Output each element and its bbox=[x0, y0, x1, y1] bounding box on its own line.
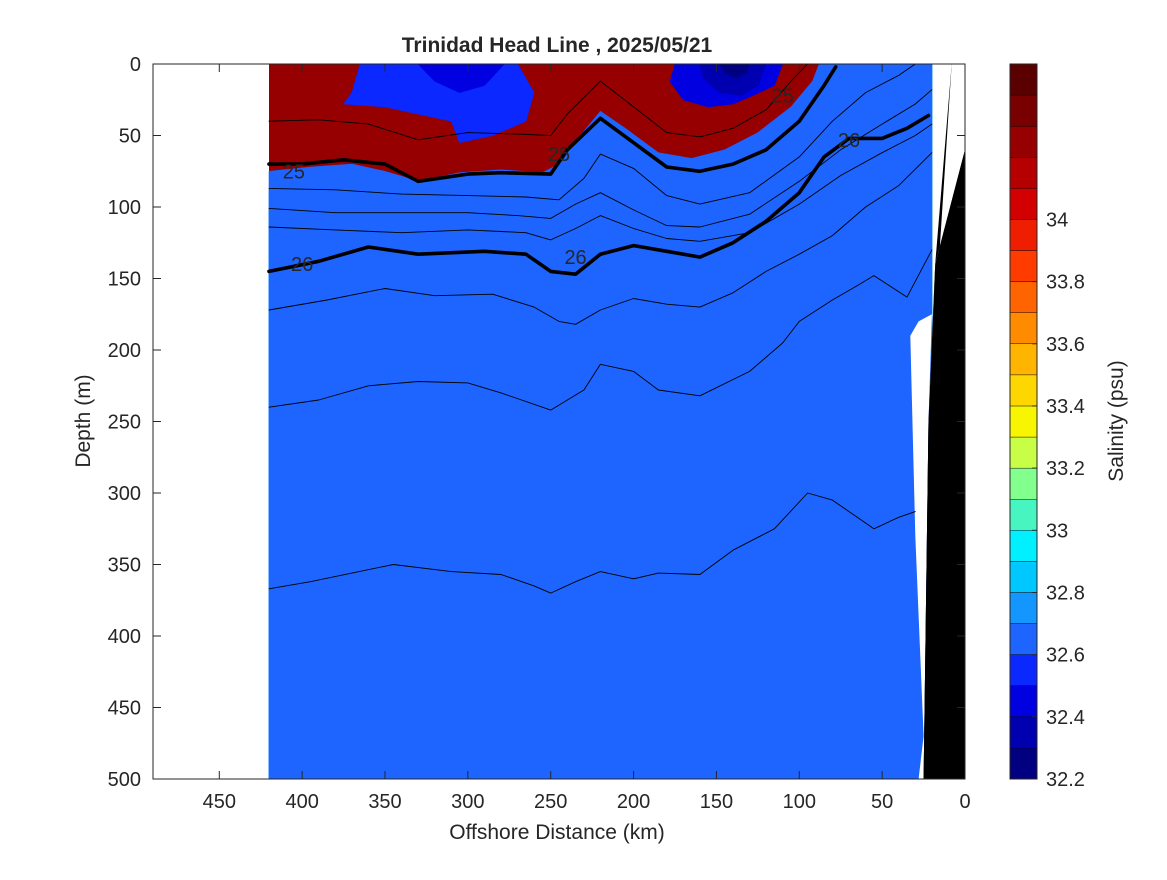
contour-label-4: 26 bbox=[564, 247, 586, 269]
colorbar-swatch-0 bbox=[1009, 747, 1038, 780]
colorbar-swatch-16 bbox=[1009, 250, 1038, 282]
colorbar-swatch-8 bbox=[1009, 499, 1038, 531]
colorbar: 32.2 32.4 32.6 32.8 33 33.2 33.4 33.6 33.8 34 bbox=[1009, 63, 1085, 791]
colorbar-swatch-1 bbox=[1009, 716, 1038, 749]
isopycnal-thin-7 bbox=[268, 249, 933, 411]
isopycnal-contours bbox=[267, 63, 933, 594]
colorbar-tick-label-33.6: 33.6 bbox=[1046, 334, 1085, 356]
isopycnal-thin-2 bbox=[268, 63, 809, 141]
y-axis: 0 50 100 150 200 250 300 350 400 450 500 bbox=[108, 54, 965, 791]
isopycnal-thin-3 bbox=[268, 63, 916, 205]
colorbar-swatch-5 bbox=[1009, 592, 1038, 624]
isopycnal-26 bbox=[267, 113, 931, 277]
isopycnal-25 bbox=[267, 65, 838, 184]
y-axis-label: Depth (m) bbox=[72, 374, 95, 467]
x-axis-label: Offshore Distance (km) bbox=[449, 821, 665, 844]
colorbar-swatch-10 bbox=[1009, 436, 1038, 469]
colorbar-tick-label-33.2: 33.2 bbox=[1046, 458, 1085, 480]
y-tick-label-0: 0 bbox=[130, 54, 141, 76]
colorbar-swatch-21 bbox=[1009, 94, 1038, 127]
nearshore-gap bbox=[910, 314, 932, 779]
contour-label-0: 25 bbox=[283, 161, 305, 183]
y-tick-label-200: 200 bbox=[108, 340, 141, 362]
isopycnal-thin-8 bbox=[268, 492, 916, 594]
colorbar-swatch-14 bbox=[1009, 312, 1038, 344]
contour-label-2: 25 bbox=[772, 85, 794, 107]
x-tick-label-400: 400 bbox=[285, 791, 318, 813]
colorbar-swatch-22 bbox=[1009, 63, 1038, 96]
colorbar-label: Salinity (psu) bbox=[1105, 360, 1128, 481]
y-tick-label-300: 300 bbox=[108, 483, 141, 505]
contour-label-1: 25 bbox=[548, 144, 570, 166]
colorbar-swatch-6 bbox=[1009, 561, 1038, 593]
bathymetry bbox=[910, 64, 965, 780]
x-tick-label-350: 350 bbox=[368, 791, 401, 813]
colorbar-swatch-11 bbox=[1009, 405, 1038, 438]
colorbar-swatch-7 bbox=[1009, 530, 1038, 562]
x-tick-label-450: 450 bbox=[203, 791, 236, 813]
colorbar-tick-label-32.6: 32.6 bbox=[1046, 645, 1085, 667]
y-tick-label-250: 250 bbox=[108, 412, 141, 434]
colorbar-swatch-4 bbox=[1009, 623, 1038, 655]
y-tick-label-450: 450 bbox=[108, 698, 141, 720]
y-tick-label-150: 150 bbox=[108, 269, 141, 291]
x-tick-label-0: 0 bbox=[959, 791, 970, 813]
colorbar-swatch-20 bbox=[1009, 125, 1038, 158]
y-tick-label-500: 500 bbox=[108, 769, 141, 791]
colorbar-swatch-13 bbox=[1009, 343, 1038, 376]
colorbar-swatch-18 bbox=[1009, 188, 1038, 220]
y-tick-label-100: 100 bbox=[108, 197, 141, 219]
colorbar-tick-label-33.8: 33.8 bbox=[1046, 272, 1085, 294]
colorbar-swatch-17 bbox=[1009, 219, 1038, 251]
colorbar-swatch-3 bbox=[1009, 654, 1038, 686]
isopycnal-thin-4 bbox=[268, 89, 933, 228]
isopycnal-thin-5 bbox=[268, 123, 933, 242]
y-tick-label-50: 50 bbox=[119, 126, 141, 148]
chart-title: Trinidad Head Line , 2025/05/21 bbox=[402, 34, 713, 57]
colorbar-tick-label-32.8: 32.8 bbox=[1046, 582, 1085, 604]
x-tick-label-100: 100 bbox=[783, 791, 816, 813]
x-tick-label-50: 50 bbox=[871, 791, 893, 813]
x-axis: 450 400 350 300 250 200 150 100 50 0 bbox=[203, 64, 971, 813]
colorbar-tick-label-33: 33 bbox=[1046, 520, 1068, 542]
colorbar-swatch-19 bbox=[1009, 157, 1038, 189]
colorbar-swatch-2 bbox=[1009, 685, 1038, 718]
isopycnal-thin-6 bbox=[268, 152, 933, 325]
coast-wedge bbox=[928, 64, 965, 422]
colorbar-tick-label-32.2: 32.2 bbox=[1046, 769, 1085, 791]
y-tick-label-350: 350 bbox=[108, 555, 141, 577]
colorbar-tick-label-34: 34 bbox=[1046, 209, 1068, 231]
x-tick-label-250: 250 bbox=[534, 791, 567, 813]
salinity-band-19 bbox=[268, 63, 933, 780]
colorbar-swatch-15 bbox=[1009, 281, 1038, 313]
seafloor-fill bbox=[923, 149, 965, 780]
contour-labels: 25 25 25 26 26 26 bbox=[283, 85, 860, 276]
y-tick-label-400: 400 bbox=[108, 626, 141, 648]
salinity-field bbox=[268, 63, 933, 780]
x-tick-label-200: 200 bbox=[617, 791, 650, 813]
colorbar-swatch-9 bbox=[1009, 467, 1038, 500]
colorbar-frame bbox=[1009, 63, 1038, 780]
colorbar-tick-label-33.4: 33.4 bbox=[1046, 396, 1085, 418]
x-tick-label-150: 150 bbox=[700, 791, 733, 813]
colorbar-swatch-12 bbox=[1009, 374, 1038, 407]
contour-label-3: 26 bbox=[291, 254, 313, 276]
contour-label-5: 26 bbox=[838, 130, 860, 152]
x-tick-label-300: 300 bbox=[451, 791, 484, 813]
colorbar-tick-label-32.4: 32.4 bbox=[1046, 707, 1085, 729]
